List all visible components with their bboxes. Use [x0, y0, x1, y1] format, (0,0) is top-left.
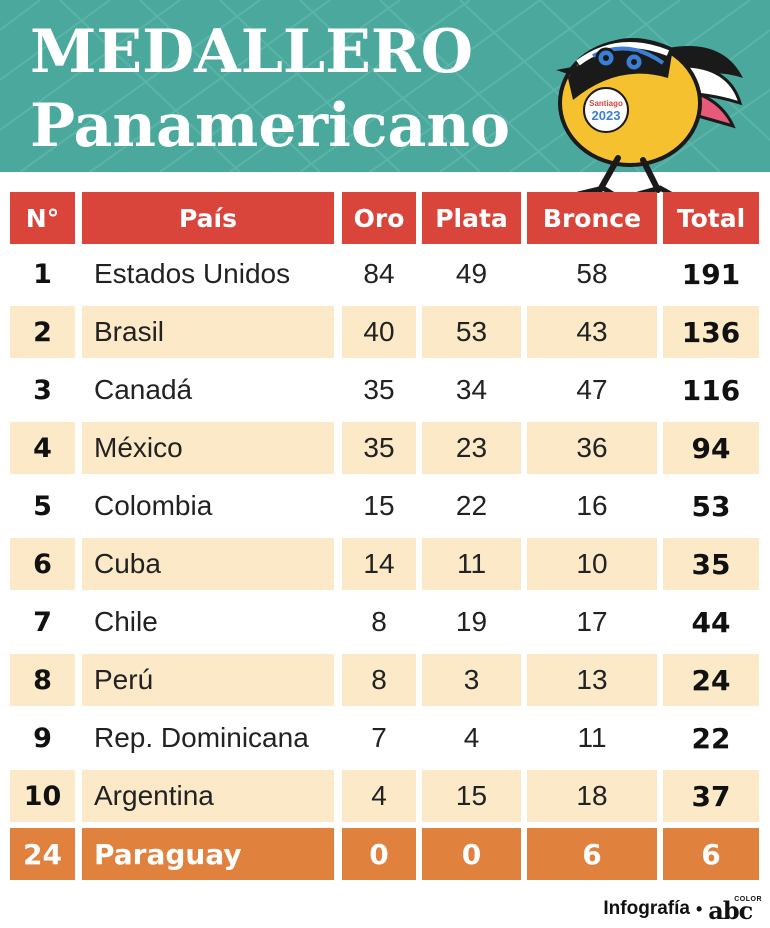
rank-cell: 5 — [33, 490, 52, 522]
logo-color-text: COLOR — [734, 895, 762, 903]
rank-cell: 24 — [10, 828, 75, 880]
silver-cell: 22 — [455, 490, 488, 521]
gold-cell: 7 — [371, 722, 387, 753]
total-cell: 94 — [663, 422, 759, 474]
rank-cell: 8 — [10, 654, 75, 706]
bronze-cell: 36 — [527, 422, 657, 474]
total-cell: 37 — [663, 770, 759, 822]
table-row: 2 Brasil 40 53 43 136 — [0, 306, 770, 358]
title-line-2: Panamericano — [30, 91, 510, 161]
silver-cell: 49 — [455, 258, 488, 289]
column-header-total: Total — [663, 192, 759, 244]
rank-cell: 6 — [10, 538, 75, 590]
silver-cell: 0 — [422, 828, 521, 880]
gold-cell: 35 — [342, 422, 416, 474]
credit-separator: • — [695, 898, 703, 919]
silver-cell: 4 — [463, 722, 480, 753]
table-row: 4 México 35 23 36 94 — [0, 422, 770, 474]
badge-city: Santiago — [589, 99, 623, 108]
rank-cell: 9 — [33, 722, 52, 754]
table-header-row: N° País Oro Plata Bronce Total — [0, 192, 770, 244]
silver-cell: 19 — [455, 606, 488, 637]
country-cell: Estados Unidos — [94, 258, 291, 289]
silver-cell: 53 — [422, 306, 521, 358]
total-cell: 53 — [691, 489, 731, 523]
rank-cell: 1 — [33, 258, 52, 290]
gold-cell: 14 — [342, 538, 416, 590]
total-cell: 22 — [691, 721, 731, 755]
bronze-cell: 43 — [527, 306, 657, 358]
column-header-rank: N° — [10, 192, 75, 244]
country-cell: Chile — [94, 606, 158, 637]
total-cell: 44 — [691, 605, 731, 639]
bronze-cell: 18 — [527, 770, 657, 822]
silver-cell: 34 — [455, 374, 488, 405]
table-row: 1 Estados Unidos 84 49 58 191 — [0, 248, 770, 300]
bronze-cell: 6 — [527, 828, 657, 880]
country-cell: Colombia — [94, 490, 213, 521]
silver-cell: 11 — [422, 538, 521, 590]
country-cell: México — [82, 422, 334, 474]
total-cell: 35 — [663, 538, 759, 590]
column-header-gold: Oro — [342, 192, 416, 244]
column-header-bronze: Bronce — [527, 192, 657, 244]
column-header-silver: Plata — [422, 192, 521, 244]
country-cell: Perú — [82, 654, 334, 706]
gold-cell: 4 — [342, 770, 416, 822]
total-cell: 136 — [663, 306, 759, 358]
badge-year: 2023 — [592, 108, 621, 123]
gold-cell: 40 — [342, 306, 416, 358]
total-cell: 6 — [663, 828, 759, 880]
bronze-cell: 10 — [527, 538, 657, 590]
rank-cell: 3 — [33, 374, 52, 406]
gold-cell: 0 — [342, 828, 416, 880]
table-row: 9 Rep. Dominicana 7 4 11 22 — [0, 712, 770, 764]
country-cell: Paraguay — [82, 828, 334, 880]
country-cell: Cuba — [82, 538, 334, 590]
gold-cell: 15 — [363, 490, 395, 521]
rank-cell: 10 — [10, 770, 75, 822]
gold-cell: 8 — [342, 654, 416, 706]
table-row: 8 Perú 8 3 13 24 — [0, 654, 770, 706]
bronze-cell: 16 — [576, 490, 608, 521]
bronze-cell: 17 — [576, 606, 608, 637]
country-cell: Argentina — [82, 770, 334, 822]
bronze-cell: 58 — [576, 258, 608, 289]
gold-cell: 35 — [363, 374, 395, 405]
table-row: 6 Cuba 14 11 10 35 — [0, 538, 770, 590]
bronze-cell: 11 — [577, 722, 607, 753]
country-cell: Canadá — [94, 374, 193, 405]
table-row-highlight: 24 Paraguay 0 0 6 6 — [0, 828, 770, 880]
rank-cell: 2 — [10, 306, 75, 358]
table-row: 10 Argentina 4 15 18 37 — [0, 770, 770, 822]
abc-color-logo: abc COLOR — [708, 896, 762, 923]
silver-cell: 23 — [422, 422, 521, 474]
total-cell: 191 — [681, 257, 741, 291]
credit-line: Infografía • abc COLOR — [603, 896, 762, 923]
title-line-1: MEDALLERO — [30, 17, 473, 87]
total-cell: 24 — [663, 654, 759, 706]
table-row: 7 Chile 8 19 17 44 — [0, 596, 770, 648]
rank-cell: 4 — [10, 422, 75, 474]
country-cell: Rep. Dominicana — [94, 722, 309, 753]
credit-label: Infografía — [603, 898, 690, 919]
rank-cell: 7 — [33, 606, 52, 638]
mascot-bird-illustration: Santiago 2023 — [556, 38, 743, 201]
gold-cell: 8 — [371, 606, 387, 637]
bronze-cell: 47 — [576, 374, 608, 405]
column-header-country: País — [82, 192, 334, 244]
table-row: 3 Canadá 35 34 47 116 — [0, 364, 770, 416]
logo-abc-text: abc — [708, 895, 753, 925]
total-cell: 116 — [681, 373, 741, 407]
table-row: 5 Colombia 15 22 16 53 — [0, 480, 770, 532]
gold-cell: 84 — [363, 258, 395, 289]
silver-cell: 15 — [422, 770, 521, 822]
silver-cell: 3 — [422, 654, 521, 706]
country-cell: Brasil — [82, 306, 334, 358]
bronze-cell: 13 — [527, 654, 657, 706]
